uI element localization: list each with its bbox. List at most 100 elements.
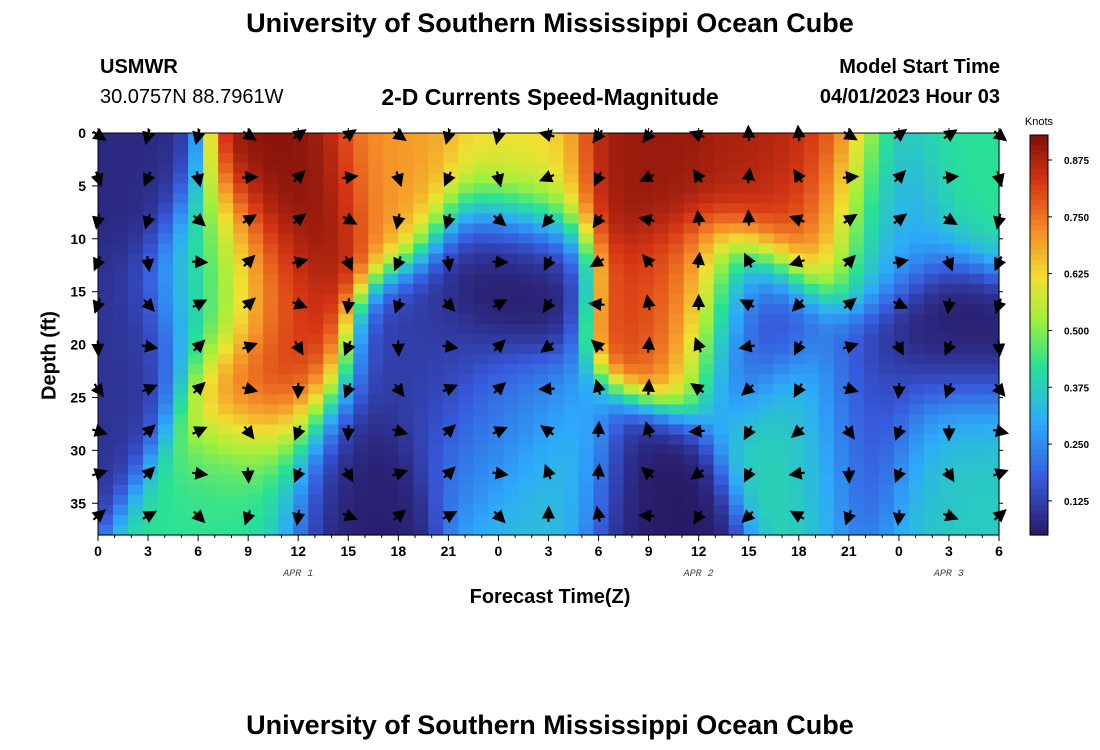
current-arrow [141, 297, 156, 312]
current-arrow [739, 299, 755, 312]
current-arrow [191, 509, 206, 524]
y-tick-label: 25 [70, 389, 86, 405]
x-tick-label: 18 [791, 543, 807, 559]
colorbar-tick-label: 0.750 [1064, 213, 1089, 224]
colorbar-tick-label: 0.500 [1064, 326, 1089, 337]
current-arrow [242, 214, 258, 227]
current-arrow [141, 339, 159, 353]
current-arrow [192, 255, 209, 269]
current-arrow [892, 382, 906, 400]
current-arrow [191, 171, 204, 188]
current-arrow [538, 129, 555, 143]
x-tick-label: 3 [945, 543, 953, 559]
colorbar-tick-label: 0.125 [1064, 497, 1089, 508]
current-arrow [191, 381, 206, 396]
current-arrow [593, 171, 606, 187]
current-arrow [141, 255, 155, 273]
current-arrow [342, 212, 358, 225]
current-arrow [741, 382, 756, 396]
x-tick-label: 12 [290, 543, 306, 559]
current-arrow [592, 213, 606, 229]
chart-subtitle: 2-D Currents Speed-Magnitude [381, 84, 719, 110]
current-arrow [540, 425, 555, 439]
current-arrow [242, 381, 259, 395]
y-tick-label: 35 [70, 495, 86, 511]
current-arrow [538, 382, 555, 396]
model-start-time: 04/01/2023 Hour 03 [819, 86, 1000, 108]
current-arrow [192, 466, 209, 480]
x-tick-label: 18 [391, 543, 407, 559]
current-arrow [788, 466, 805, 480]
current-arrow [892, 509, 906, 527]
current-arrow [891, 340, 904, 356]
colorbar-frame [1029, 134, 1049, 536]
current-arrow [241, 297, 257, 312]
station-coords: 30.0757N 88.7961W [100, 86, 284, 108]
current-arrow [738, 339, 755, 353]
current-arrow [638, 509, 655, 523]
current-arrow [892, 255, 910, 269]
current-arrow [341, 467, 354, 483]
current-arrow [442, 339, 459, 353]
current-arrow [788, 254, 805, 268]
current-arrow [143, 171, 156, 187]
current-arrow [642, 294, 656, 311]
current-arrow [343, 382, 356, 399]
current-arrow [142, 510, 158, 523]
current-arrow [641, 378, 656, 395]
x-tick-label: 0 [895, 543, 903, 559]
current-arrow [142, 383, 158, 397]
current-arrow [342, 171, 359, 185]
current-arrow [588, 297, 605, 312]
current-arrow [842, 254, 857, 269]
current-arrow [842, 171, 860, 185]
current-arrow [341, 425, 356, 442]
current-arrow [391, 171, 404, 188]
current-arrow [443, 171, 456, 187]
current-arrow [442, 213, 456, 230]
current-arrow [942, 171, 960, 185]
station-name: USMWR [100, 56, 178, 78]
current-arrow [742, 209, 756, 226]
current-arrow [943, 382, 957, 399]
x-tick-label: 21 [841, 543, 857, 559]
x-tick-label: 9 [645, 543, 653, 559]
current-arrow [592, 505, 606, 522]
current-arrow [442, 510, 458, 523]
y-axis-label: Depth (ft) [38, 311, 61, 400]
model-start-label: Model Start Time [839, 56, 1000, 78]
current-arrow [342, 508, 358, 521]
y-tick-label: 30 [70, 442, 86, 458]
x-axis-label: Forecast Time(Z) [469, 586, 631, 608]
current-arrow [492, 426, 508, 439]
current-arrow [743, 252, 756, 268]
current-arrow [242, 341, 258, 354]
x-tick-label: 6 [194, 543, 202, 559]
date-label: APR 2 [683, 569, 714, 580]
current-arrow [641, 336, 655, 353]
current-arrow [192, 299, 208, 312]
colorbar-tick-label: 0.375 [1064, 383, 1089, 394]
x-tick-label: 0 [495, 543, 503, 559]
current-arrow [741, 167, 755, 184]
current-arrow [491, 509, 506, 524]
current-arrow [292, 256, 309, 270]
current-arrow [291, 340, 304, 356]
current-arrow [589, 254, 605, 268]
current-arrow [688, 424, 705, 438]
current-arrow [191, 212, 206, 227]
current-arrow [293, 425, 306, 441]
current-arrow [241, 467, 255, 484]
current-arrow [793, 340, 806, 356]
current-arrow [192, 128, 206, 146]
current-arrow [543, 463, 556, 480]
current-arrow [293, 467, 306, 484]
current-arrow [842, 297, 857, 312]
current-arrow [743, 425, 756, 441]
footer-title: University of Southern Mississippi Ocean… [246, 710, 854, 740]
current-arrow [688, 129, 705, 143]
current-arrow [941, 467, 955, 483]
current-arrow [893, 425, 907, 441]
current-arrow [642, 128, 656, 144]
current-arrow [141, 424, 156, 438]
